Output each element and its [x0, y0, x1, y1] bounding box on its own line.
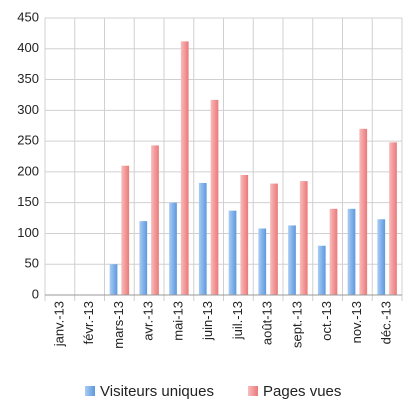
bar — [299, 181, 308, 295]
bar — [121, 165, 130, 295]
x-tick-label: mars-13 — [111, 301, 126, 349]
bar — [258, 228, 267, 295]
y-tick-label: 100 — [17, 225, 39, 240]
bar — [210, 99, 219, 295]
bar — [240, 174, 249, 295]
bar — [347, 208, 356, 295]
y-tick-label: 0 — [32, 286, 39, 301]
x-tick-label: févr.-13 — [81, 301, 96, 344]
x-tick-label: déc.-13 — [379, 301, 394, 344]
y-tick-label: 350 — [17, 71, 39, 86]
x-tick-label: janv.-13 — [51, 301, 66, 347]
y-tick-label: 50 — [25, 256, 39, 271]
x-tick-label: mai-13 — [170, 301, 185, 341]
legend-label: Visiteurs uniques — [100, 383, 214, 400]
y-tick-label: 250 — [17, 133, 39, 148]
bar — [389, 142, 397, 295]
bar — [329, 208, 338, 295]
bar — [228, 210, 237, 295]
bar — [270, 183, 278, 295]
x-tick-label: juin-13 — [200, 301, 215, 341]
bar — [139, 221, 148, 295]
bar — [288, 225, 296, 295]
y-tick-label: 150 — [17, 194, 39, 209]
legend-swatch — [248, 386, 258, 396]
y-tick-label: 450 — [17, 9, 39, 24]
y-tick-label: 400 — [17, 40, 39, 55]
bar — [109, 264, 118, 295]
x-tick-label: juil.-13 — [230, 301, 245, 340]
x-tick-label: nov.-13 — [349, 301, 364, 343]
bar — [198, 182, 207, 295]
y-tick-label: 300 — [17, 102, 39, 117]
bar — [169, 202, 177, 295]
x-tick-label: sept.-13 — [289, 301, 304, 348]
x-tick-label: avr.-13 — [141, 301, 156, 341]
x-tick-label: août-13 — [260, 301, 275, 345]
bar — [180, 41, 189, 295]
legend-label: Pages vues — [263, 383, 341, 400]
bar — [151, 145, 159, 295]
bar — [377, 219, 386, 295]
x-tick-label: oct.-13 — [319, 301, 334, 341]
legend-swatch — [85, 386, 95, 396]
bar — [359, 128, 368, 295]
y-tick-label: 200 — [17, 163, 39, 178]
bar — [317, 245, 326, 295]
